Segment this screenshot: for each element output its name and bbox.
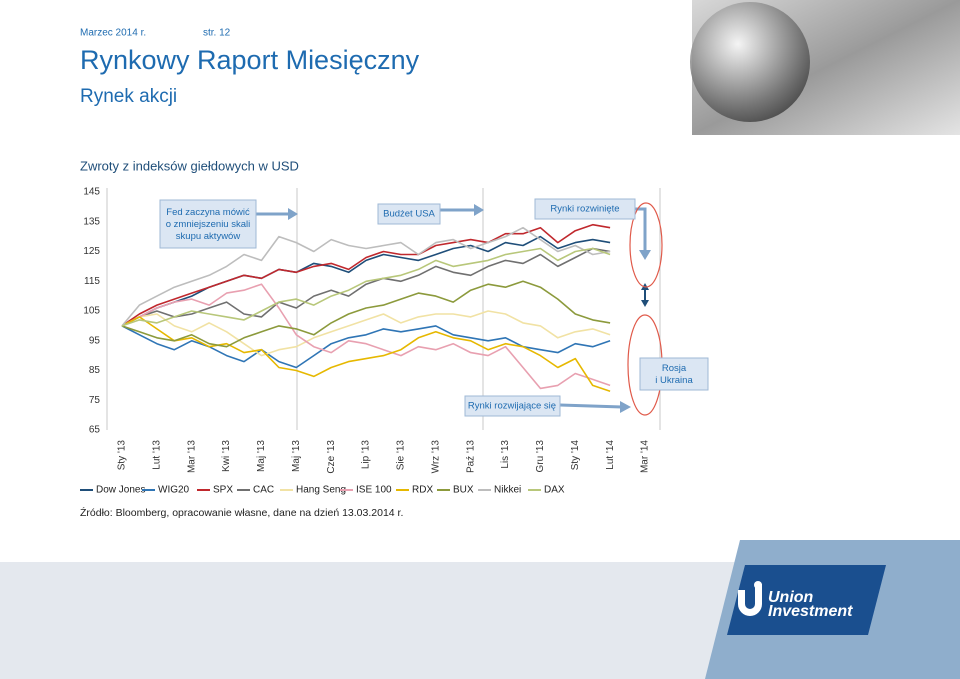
series-line (121, 247, 611, 327)
x-tick-label: Maj '13 (291, 440, 302, 472)
annotation-russia: Rosja i Ukraina (655, 363, 693, 386)
series-line (121, 310, 611, 357)
header-page: str. 12 (203, 28, 231, 39)
y-tick-label: 145 (83, 187, 100, 198)
y-tick-label: 65 (89, 425, 101, 436)
y-tick-label: 135 (83, 216, 100, 227)
logo-line2: Investment (768, 603, 853, 620)
guides (106, 188, 661, 430)
y-tick-label: 85 (89, 365, 101, 376)
annotation-line: Fed zaczyna mówić (166, 207, 250, 218)
annotation-developed: Rynki rozwinięte (550, 204, 619, 215)
x-tick-label: Mar '14 (640, 440, 651, 473)
chart-title: Zwroty z indeksów giełdowych w USD (80, 158, 299, 173)
legend-label: Nikkei (494, 485, 521, 496)
x-tick-label: Paź '13 (465, 440, 476, 473)
series-line (121, 316, 611, 393)
logo-line1: Union (768, 589, 814, 606)
annotation-arrows (256, 204, 651, 413)
logo-dot (754, 581, 762, 589)
header-date: Marzec 2014 r. (80, 28, 146, 39)
source: Źródło: Bloomberg, opracowanie własne, d… (80, 506, 403, 519)
series-line (121, 280, 611, 348)
legend-label: WIG20 (158, 485, 190, 496)
annotation-boxes (159, 198, 709, 417)
legend-label: CAC (253, 485, 274, 496)
legend-label: ISE 100 (356, 485, 392, 496)
annotation-line: o zmniejszeniu skali (166, 219, 250, 230)
annotation-line: Rosja (662, 363, 687, 374)
series-line (121, 226, 611, 327)
legend-label: SPX (213, 485, 233, 496)
x-tick-label: Lip '13 (361, 440, 372, 470)
y-tick-label: 115 (84, 276, 100, 287)
series-line (121, 247, 611, 327)
annotation-budget: Budżet USA (383, 209, 435, 220)
annotation-fed: Fed zaczyna mówić o zmniejszeniu skali sku… (166, 207, 250, 242)
series-line (121, 235, 611, 327)
x-tick-label: Sty '14 (570, 440, 581, 471)
y-tick-label: 95 (89, 335, 101, 346)
x-tick-label: Sie '13 (396, 440, 407, 471)
annotation-line: i Ukraina (655, 375, 693, 386)
logo-box (727, 565, 886, 635)
x-tick-label: Mar '13 (186, 440, 197, 473)
x-tick-label: Wrz '13 (430, 440, 441, 474)
series-line (121, 325, 611, 369)
legend-label: RDX (412, 485, 433, 496)
x-tick-label: Kwi '13 (221, 440, 232, 472)
annotation-emerging: Rynki rozwijające się (468, 401, 556, 412)
legend-label: DAX (544, 485, 565, 496)
legend-label: Hang Seng (296, 485, 346, 496)
y-tick-label: 105 (83, 306, 100, 317)
x-tick-label: Lis '13 (500, 440, 511, 469)
legend-label: BUX (453, 485, 474, 496)
x-tick-label: Cze '13 (326, 440, 337, 474)
y-tick-label: 75 (89, 395, 101, 406)
x-tick-label: Maj '13 (256, 440, 267, 472)
y-tick-label: 125 (83, 246, 100, 257)
x-tick-label: Lut '14 (605, 440, 616, 470)
annotation-line: skupu aktywów (176, 231, 241, 242)
x-tick-label: Sty '13 (117, 440, 128, 471)
x-tick-label: Lut '13 (152, 440, 163, 470)
x-tick-label: Gru '13 (535, 440, 546, 473)
page-title: Rynkowy Raport Miesięczny (80, 45, 420, 75)
page-subtitle: Rynek akcji (80, 86, 177, 107)
series-line (121, 283, 611, 390)
globe-image (690, 2, 810, 122)
logo-mark (738, 584, 762, 616)
legend-label: Dow Jones (96, 485, 145, 496)
